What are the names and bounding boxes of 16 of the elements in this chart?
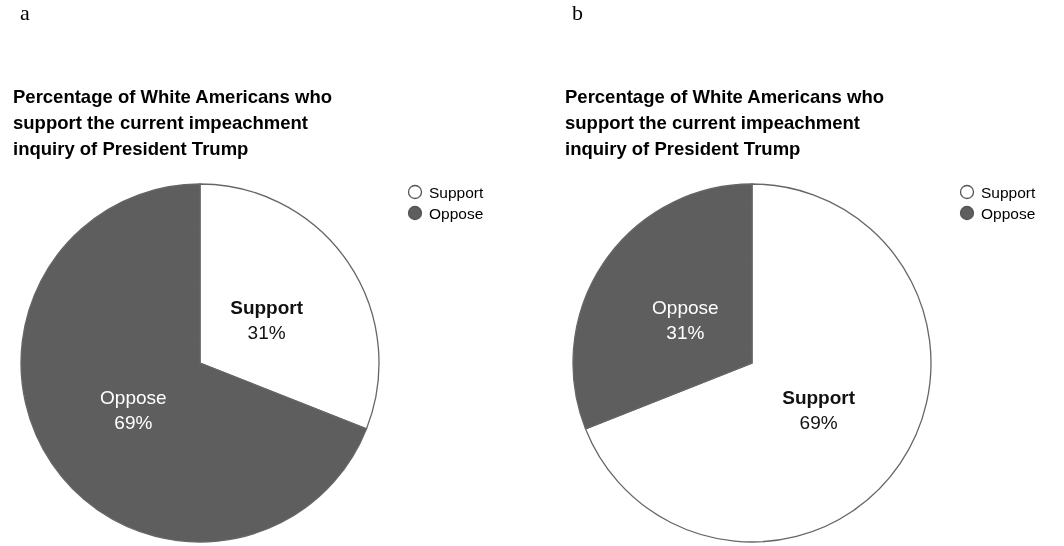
slice-label: Support <box>429 183 484 201</box>
slice-label: Oppose <box>100 387 167 409</box>
data-label: 69% <box>114 412 153 434</box>
text: b <box>572 0 583 25</box>
data-label: 69% <box>799 412 838 434</box>
data-label: 31% <box>666 321 705 343</box>
slice-label: Oppose <box>652 296 719 318</box>
legend-label: Oppose <box>429 204 484 222</box>
chart-title: Percentage of White Americans who support the current impeachment inquiry of President Trump <box>565 86 885 159</box>
text: a <box>20 0 30 25</box>
legend-label: Oppose <box>981 204 1036 222</box>
slice-label: Support <box>981 183 1036 201</box>
chart-title: Percentage of White Americans who support the current impeachment inquiry of President Trump <box>13 86 333 159</box>
data-label: 31% <box>247 321 286 343</box>
slice-label: Support <box>782 387 856 409</box>
slice-label: Support <box>230 296 304 318</box>
